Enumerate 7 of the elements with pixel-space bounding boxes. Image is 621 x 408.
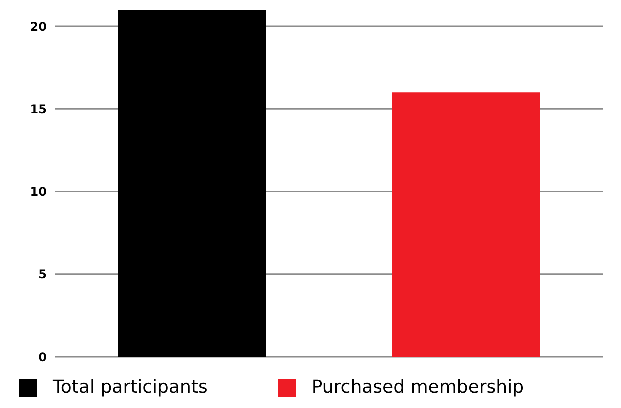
legend-label: Purchased membership: [312, 377, 524, 398]
y-tick-label: 10: [30, 185, 47, 200]
y-tick-label: 0: [38, 350, 47, 364]
legend-label: Total participants: [52, 377, 208, 398]
y-tick-label: 15: [30, 102, 47, 116]
y-tick-label: 20: [30, 20, 47, 34]
y-tick-label: 5: [38, 268, 47, 282]
